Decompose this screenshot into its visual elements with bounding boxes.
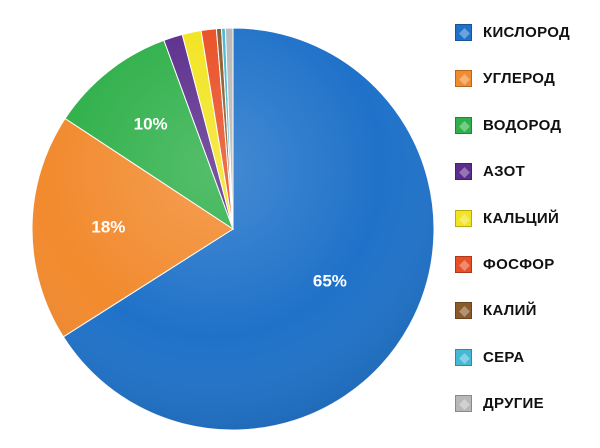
legend-swatch bbox=[455, 395, 472, 413]
slice-data-label: 65% bbox=[313, 272, 347, 291]
legend-label: КАЛИЙ bbox=[483, 302, 537, 320]
pie-data-labels: 65% 18% 10% bbox=[91, 114, 347, 290]
legend-swatch bbox=[455, 116, 472, 134]
legend-label: ДРУГИЕ bbox=[483, 395, 544, 413]
legend-label: АЗОТ bbox=[483, 163, 526, 181]
slice-data-label: 10% bbox=[134, 114, 168, 133]
legend-item: КАЛЬЦИЙ bbox=[455, 207, 595, 253]
slice-data-label: 18% bbox=[91, 217, 125, 236]
legend-label: КАЛЬЦИЙ bbox=[483, 209, 560, 227]
legend-swatch bbox=[455, 302, 472, 320]
legend-swatch bbox=[455, 163, 472, 181]
legend-swatch bbox=[455, 209, 472, 227]
legend-item: СЕРА bbox=[455, 346, 595, 392]
legend-swatch bbox=[455, 348, 472, 366]
legend-swatch bbox=[455, 70, 472, 88]
legend-label: ФОСФОР bbox=[483, 255, 555, 273]
legend-item: КИСЛОРОД bbox=[455, 21, 595, 67]
pie-shading bbox=[32, 28, 434, 430]
legend-item: КАЛИЙ bbox=[455, 299, 595, 345]
legend-label: ВОДОРОД bbox=[483, 116, 562, 134]
legend: КИСЛОРОД УГЛЕРОД ВОДОРОД АЗОТ КАЛЬЦИЙ ФОСФОР К… bbox=[455, 21, 595, 439]
legend-swatch bbox=[455, 255, 472, 273]
legend-item: ДРУГИЕ bbox=[455, 392, 595, 438]
legend-item: ВОДОРОД bbox=[455, 114, 595, 160]
legend-item: АЗОТ bbox=[455, 160, 595, 206]
legend-item: ФОСФОР bbox=[455, 253, 595, 299]
legend-item: УГЛЕРОД bbox=[455, 67, 595, 113]
legend-label: СЕРА bbox=[483, 348, 525, 366]
legend-label: КИСЛОРОД bbox=[483, 24, 570, 41]
legend-label: УГЛЕРОД bbox=[483, 70, 556, 88]
legend-swatch bbox=[455, 24, 472, 41]
